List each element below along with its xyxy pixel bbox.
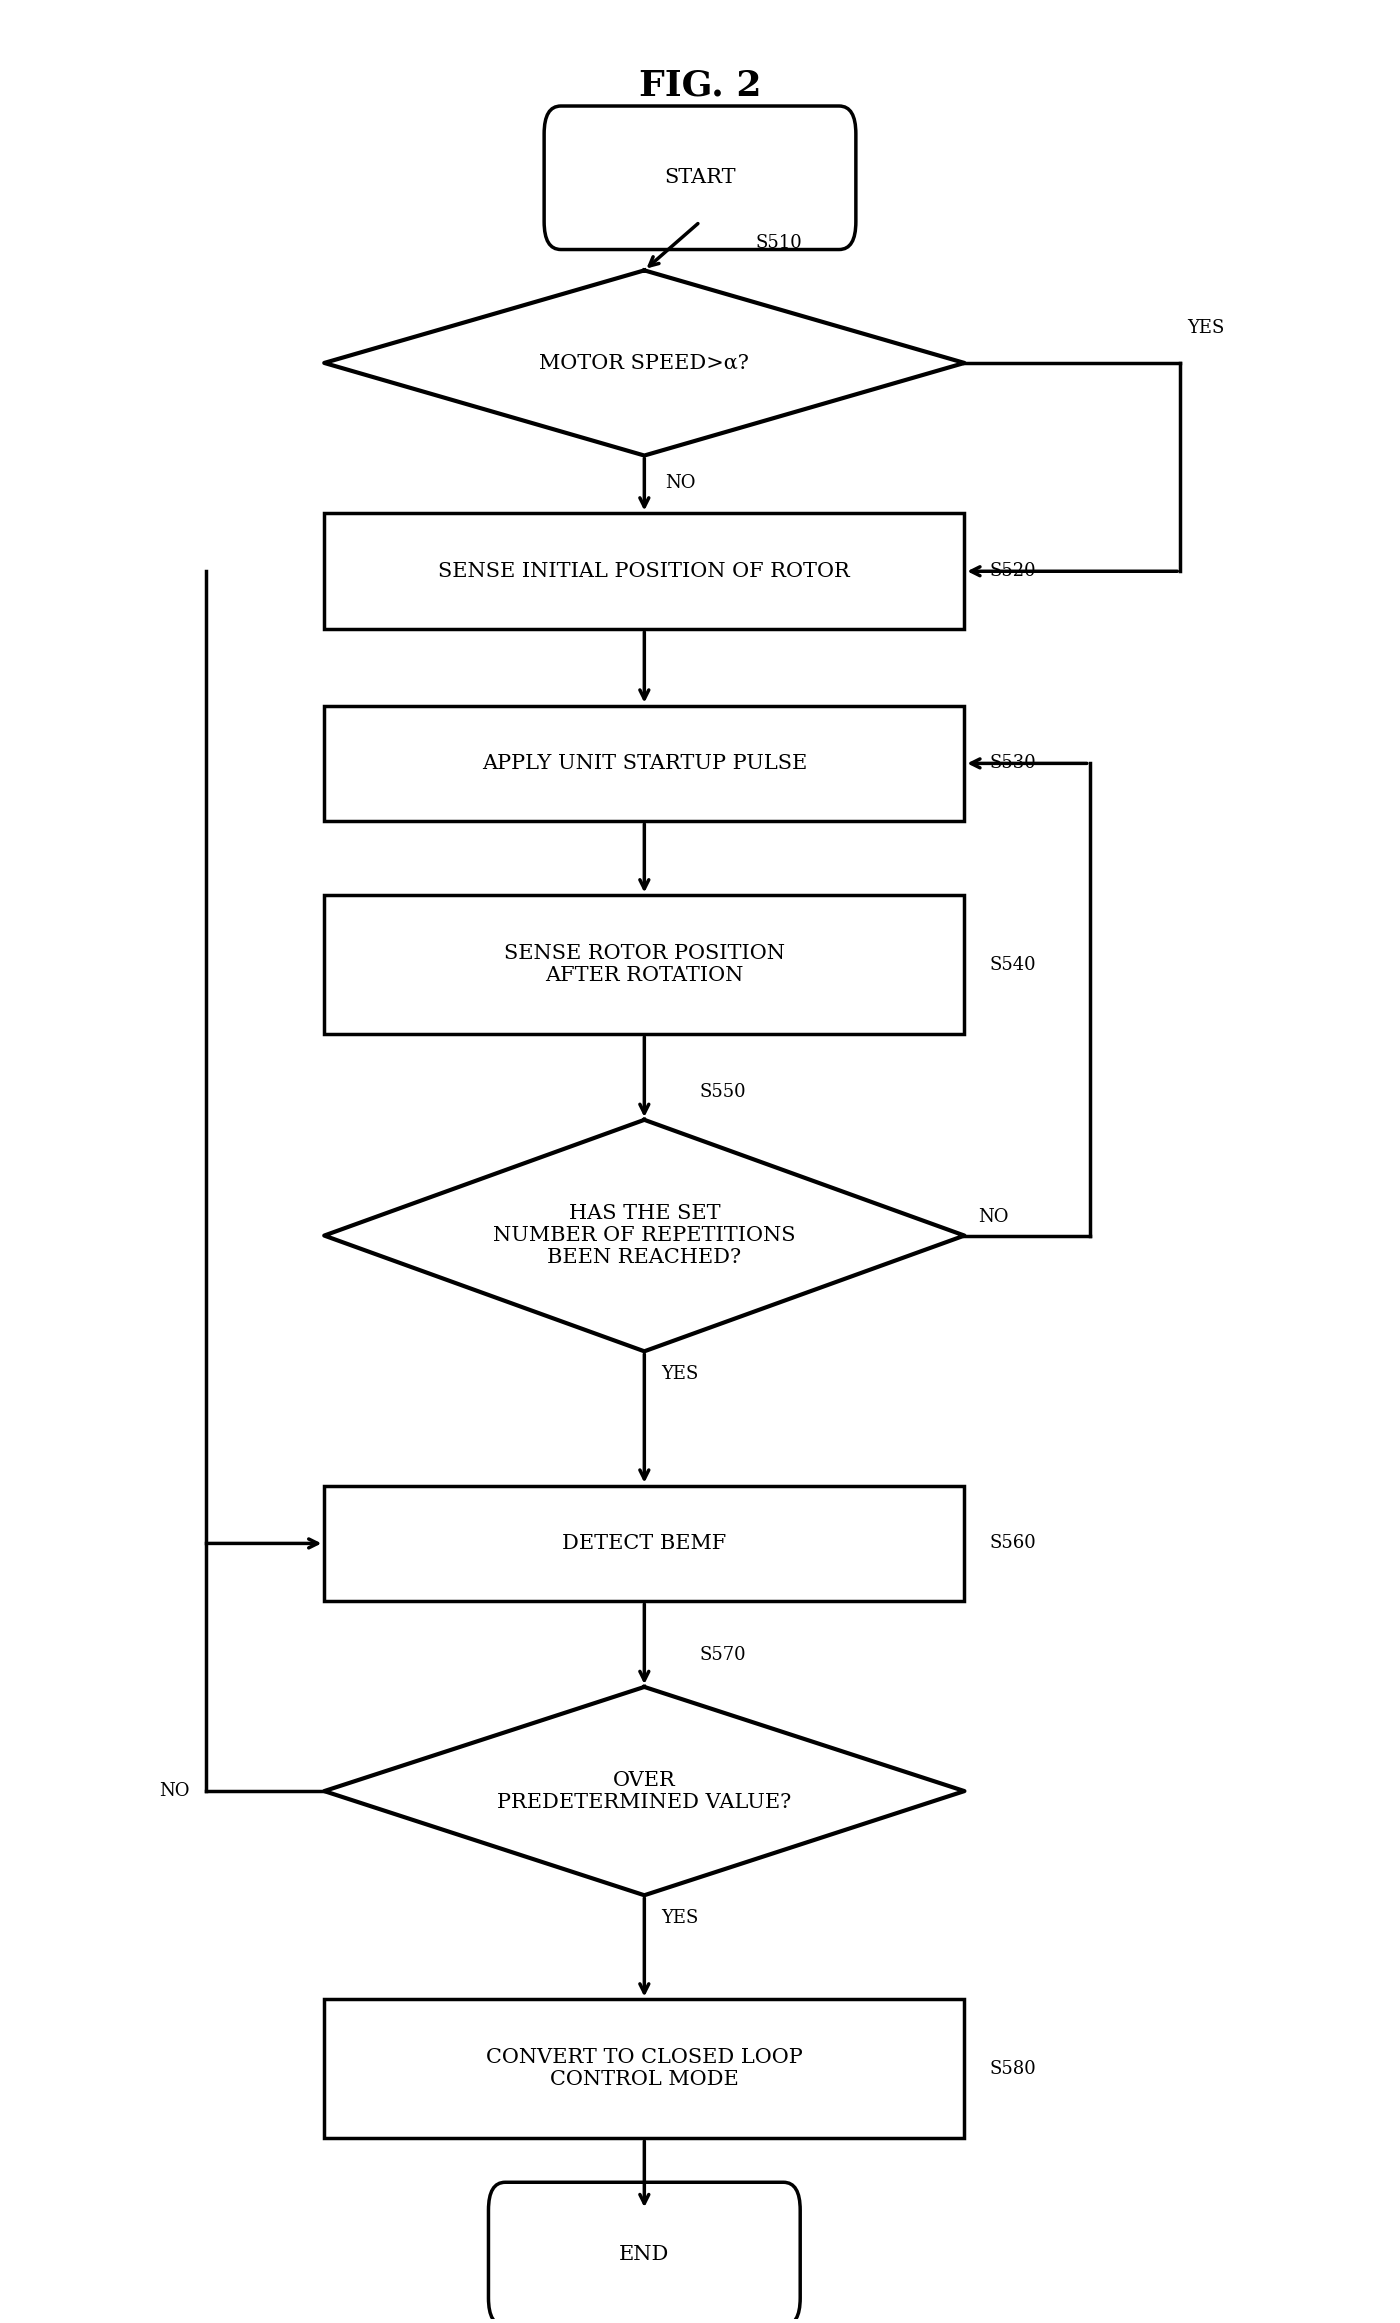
Text: SENSE ROTOR POSITION
AFTER ROTATION: SENSE ROTOR POSITION AFTER ROTATION	[504, 943, 785, 985]
Text: YES: YES	[661, 1366, 699, 1382]
Bar	[325, 2000, 965, 2137]
Text: S550: S550	[700, 1083, 746, 1101]
FancyBboxPatch shape	[489, 2181, 801, 2323]
Text: S540: S540	[990, 955, 1036, 973]
Text: S510: S510	[756, 235, 802, 251]
Text: S530: S530	[990, 755, 1036, 771]
Text: FIG. 2: FIG. 2	[638, 67, 762, 102]
Bar	[325, 894, 965, 1034]
Bar	[325, 513, 965, 630]
Text: YES: YES	[1187, 318, 1225, 337]
Text: YES: YES	[661, 1910, 699, 1928]
Text: APPLY UNIT STARTUP PULSE: APPLY UNIT STARTUP PULSE	[482, 755, 806, 774]
Text: S580: S580	[990, 2061, 1036, 2077]
FancyBboxPatch shape	[545, 107, 855, 249]
Text: NO: NO	[979, 1208, 1009, 1227]
Text: END: END	[619, 2244, 669, 2263]
Text: NO: NO	[158, 1782, 189, 1800]
Text: START: START	[664, 167, 736, 188]
Text: SENSE INITIAL POSITION OF ROTOR: SENSE INITIAL POSITION OF ROTOR	[438, 562, 850, 581]
Bar	[325, 1484, 965, 1601]
Text: HAS THE SET
NUMBER OF REPETITIONS
BEEN REACHED?: HAS THE SET NUMBER OF REPETITIONS BEEN R…	[493, 1203, 795, 1266]
Text: DETECT BEMF: DETECT BEMF	[563, 1533, 727, 1552]
Text: S560: S560	[990, 1536, 1036, 1552]
Text: MOTOR SPEED>α?: MOTOR SPEED>α?	[539, 353, 749, 372]
Text: OVER
PREDETERMINED VALUE?: OVER PREDETERMINED VALUE?	[497, 1770, 791, 1812]
Bar	[325, 706, 965, 822]
Text: CONVERT TO CLOSED LOOP
CONTROL MODE: CONVERT TO CLOSED LOOP CONTROL MODE	[486, 2049, 802, 2088]
Text: S570: S570	[700, 1645, 746, 1663]
Text: S520: S520	[990, 562, 1036, 581]
Text: NO: NO	[665, 474, 696, 492]
